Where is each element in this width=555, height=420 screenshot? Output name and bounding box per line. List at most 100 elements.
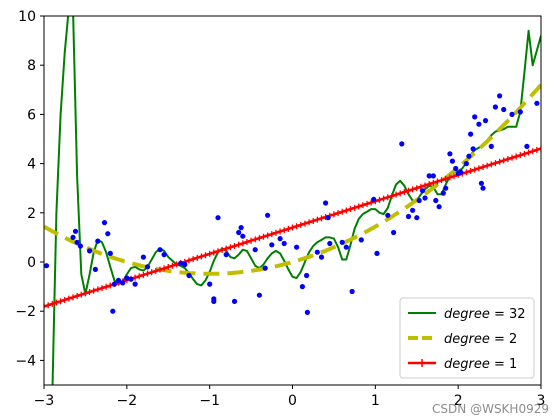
scatter-point <box>374 250 380 256</box>
degree-1-marker <box>426 181 433 188</box>
scatter-point <box>349 288 355 295</box>
scatter-point <box>223 252 229 258</box>
scatter-point <box>405 213 412 220</box>
scatter-point <box>534 100 540 106</box>
scatter-point <box>144 264 151 270</box>
y-tick-label: 10 <box>18 9 36 25</box>
degree-1-marker <box>397 190 404 197</box>
axes-layer: −3 −2 −1 0 1 2 3 −4 −2 0 2 4 6 8 10 <box>15 9 545 409</box>
scatter-point <box>105 231 111 237</box>
scatter-point <box>215 215 221 221</box>
degree-1-marker <box>44 303 47 310</box>
y-tick-label: −2 <box>15 304 36 320</box>
degree-1-marker <box>61 296 68 303</box>
degree-1-marker <box>185 257 192 264</box>
degree-1-marker <box>268 231 275 238</box>
scatter-point <box>422 195 428 201</box>
degree-1-marker <box>103 283 110 290</box>
degree-1-marker <box>409 186 416 193</box>
degree-1-marker <box>214 248 221 255</box>
scatter-point <box>419 188 426 194</box>
scatter-point <box>265 212 271 218</box>
scatter-point <box>44 263 50 269</box>
degree-1-marker <box>202 252 209 259</box>
y-tick-label: 4 <box>27 157 36 173</box>
degree-1-marker <box>65 295 72 302</box>
scatter-point <box>294 244 300 250</box>
degree-1-marker <box>136 273 143 280</box>
degree-1-marker <box>235 241 242 248</box>
degree-1-marker <box>277 228 284 235</box>
scatter-point <box>240 233 246 239</box>
scatter-point <box>476 121 482 127</box>
degree-1-marker <box>525 149 532 156</box>
scatter-point <box>325 215 331 221</box>
degree-1-marker <box>148 269 155 276</box>
degree-1-marker <box>94 286 101 293</box>
scatter-point <box>385 212 391 218</box>
degree-1-marker <box>504 156 511 163</box>
x-tick-label: 1 <box>371 393 380 409</box>
degree-1-marker <box>393 191 400 198</box>
degree-1-marker <box>339 208 346 215</box>
degree-1-marker <box>517 152 524 159</box>
scatter-point <box>95 238 101 244</box>
degree-1-marker <box>442 175 449 182</box>
degree-1-marker <box>90 287 97 294</box>
degree-1-marker <box>140 271 147 278</box>
degree-1-marker <box>521 150 528 157</box>
degree-1-marker <box>49 300 56 307</box>
degree-1-marker <box>301 220 308 227</box>
scatter-point <box>107 250 113 256</box>
scatter-layer <box>44 93 540 315</box>
degree-1-marker <box>57 298 64 305</box>
scatter-point <box>262 265 268 271</box>
scatter-point <box>115 277 122 283</box>
degree-1-marker <box>306 219 313 226</box>
scatter-point <box>161 252 167 258</box>
degree-1-marker <box>430 179 437 186</box>
scatter-point <box>497 93 503 99</box>
degree-1-marker <box>144 270 151 277</box>
degree-1-marker <box>475 165 482 172</box>
scatter-point <box>447 151 453 157</box>
degree-1-marker <box>82 290 89 297</box>
scatter-point <box>371 196 377 202</box>
degree-1-marker <box>355 203 362 210</box>
scatter-point <box>207 281 213 287</box>
legend-plus-marker <box>418 359 426 367</box>
scatter-point <box>449 158 455 164</box>
scatter-point <box>480 185 486 191</box>
scatter-point <box>468 131 474 137</box>
scatter-point <box>124 275 130 281</box>
scatter-point <box>111 281 117 287</box>
degree-1-marker <box>446 174 453 181</box>
scatter-point <box>524 143 530 149</box>
scatter-point <box>478 180 484 186</box>
degree-1-marker <box>156 266 163 273</box>
degree-1-marker <box>227 244 234 251</box>
legend: degree = 32 degree = 2 degree = 1 <box>399 297 535 379</box>
degree-1-marker <box>260 233 267 240</box>
y-tick-label: 2 <box>27 206 36 222</box>
degree-1-marker <box>69 294 76 301</box>
watermark: CSDN @WSKH0929 <box>432 402 549 416</box>
scatter-point <box>358 237 364 243</box>
scatter-point <box>120 280 126 286</box>
legend-box <box>399 297 535 379</box>
scatter-point <box>252 247 258 253</box>
degree-1-marker <box>256 235 263 242</box>
degree-1-marker <box>194 254 201 261</box>
scatter-point <box>269 242 275 248</box>
scatter-point <box>443 185 449 191</box>
degree-1-marker <box>401 189 408 196</box>
scatter-point <box>436 204 442 210</box>
degree-1-marker <box>492 160 499 167</box>
degree-1-marker <box>281 227 288 234</box>
degree-1-marker <box>314 216 321 223</box>
y-tick-label: 6 <box>27 107 36 123</box>
degree-1-marker <box>132 274 139 281</box>
scatter-point <box>70 234 76 240</box>
scatter-point <box>339 239 345 245</box>
